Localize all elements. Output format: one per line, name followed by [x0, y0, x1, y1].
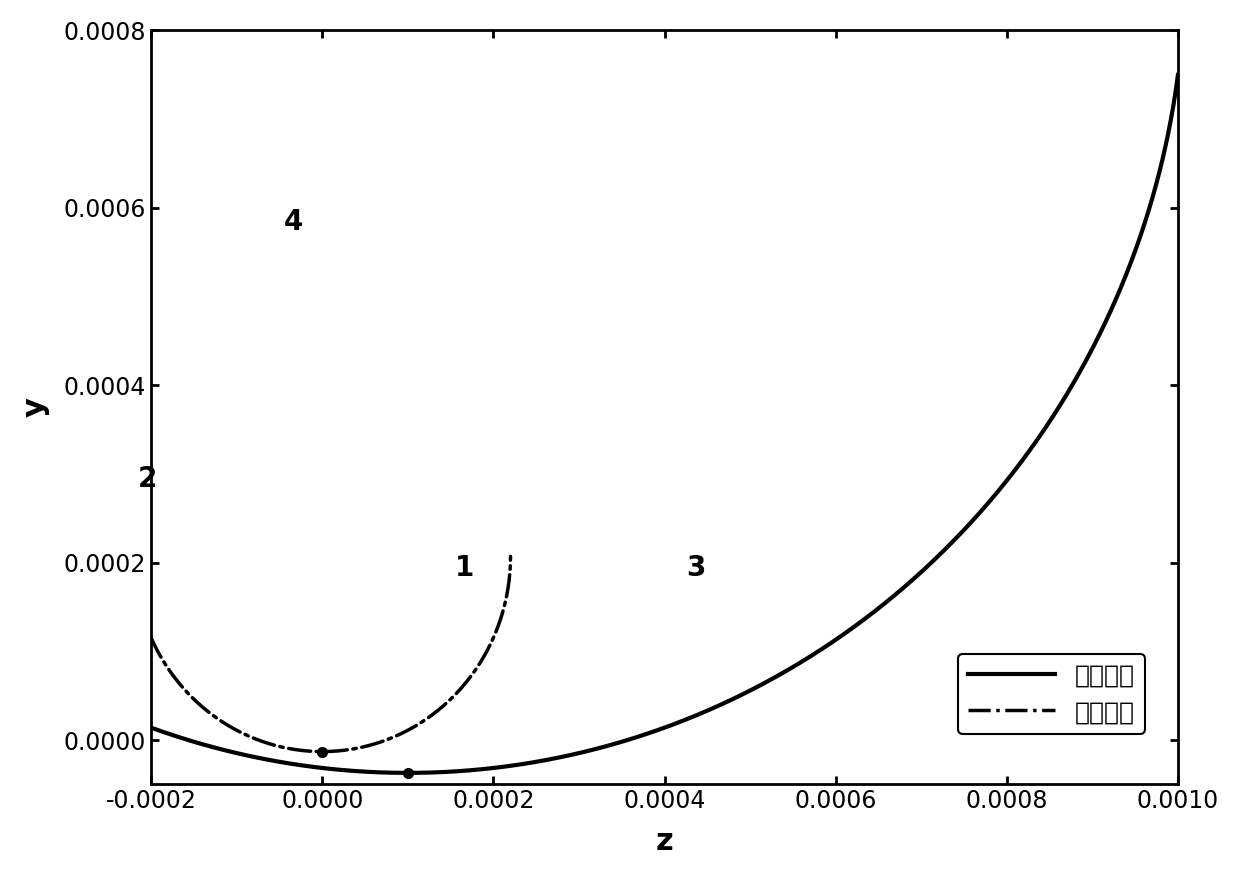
Y-axis label: y: y [21, 397, 50, 417]
X-axis label: z: z [656, 827, 673, 856]
Text: 1: 1 [455, 554, 474, 582]
Legend: 圆形前缘, 鹏体前缘: 圆形前缘, 鹏体前缘 [957, 653, 1145, 734]
Text: 3: 3 [686, 554, 706, 582]
Text: 2: 2 [138, 465, 157, 493]
Text: 4: 4 [284, 208, 303, 236]
